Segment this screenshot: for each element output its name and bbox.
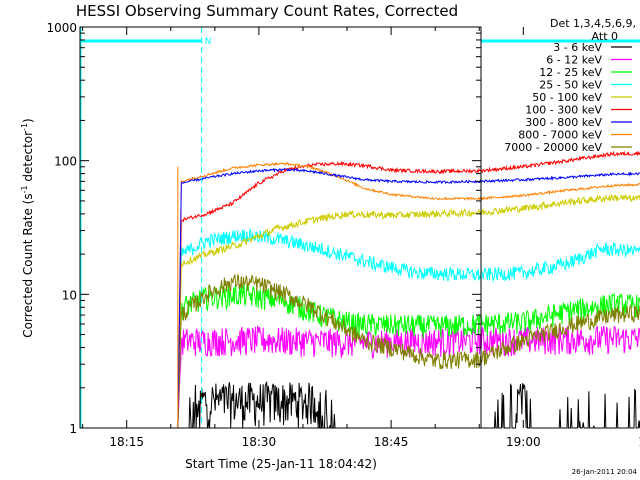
x-tick-label: 19:15 bbox=[638, 435, 640, 449]
legend-label-8: 800 - 7000 keV bbox=[518, 129, 602, 142]
plot-frame bbox=[79, 26, 482, 429]
series-line-8 bbox=[177, 161, 640, 429]
y-axis-label-mid: detector bbox=[21, 131, 35, 186]
generated-timestamp: 26-Jan-2011 20:04 bbox=[572, 468, 638, 476]
chart-title: HESSI Observing Summary Count Rates, Cor… bbox=[76, 2, 458, 20]
legend-label-7: 300 - 800 keV bbox=[525, 116, 602, 129]
x-tick-label: 18:15 bbox=[109, 435, 144, 449]
legend-label-5: 50 - 100 keV bbox=[532, 91, 602, 104]
series-layer bbox=[177, 150, 640, 430]
x-axis-label: Start Time (25-Jan-11 18:04:42) bbox=[185, 457, 377, 471]
series-line-4 bbox=[177, 228, 640, 429]
y-axis-label-main: Corrected Count Rate (s bbox=[21, 193, 35, 337]
series-line-6 bbox=[177, 150, 640, 429]
legend-header-line1: Det 1,3,4,5,6,9, bbox=[550, 17, 636, 30]
x-tick-label: 18:30 bbox=[242, 435, 277, 449]
series-line-1 bbox=[177, 380, 640, 430]
legend-label-4: 25 - 50 keV bbox=[539, 79, 602, 92]
y-tick-label: 1 bbox=[69, 422, 77, 436]
y-axis-label: Corrected Count Rate (s-1 detector-1) bbox=[20, 118, 35, 337]
y-axis-label-end: ) bbox=[21, 118, 35, 123]
legend-label-1: 3 - 6 keV bbox=[553, 41, 602, 54]
legend-label-9: 7000 - 20000 keV bbox=[504, 141, 602, 154]
legend-label-2: 6 - 12 keV bbox=[546, 54, 602, 67]
y-tick-label: 100 bbox=[54, 155, 77, 169]
legend-label-6: 100 - 300 keV bbox=[525, 104, 602, 117]
y-axis-label-sup2: -1 bbox=[20, 123, 29, 131]
annotations-layer: N bbox=[80, 27, 640, 428]
night-marker-label: N bbox=[205, 37, 212, 47]
series-line-7 bbox=[177, 167, 640, 429]
x-tick-label: 19:00 bbox=[506, 435, 541, 449]
y-axis-label-sup1: -1 bbox=[20, 185, 29, 193]
series-line-9 bbox=[177, 274, 640, 429]
legend-header-line2: Att 0 bbox=[592, 30, 618, 43]
x-tick-label: 18:45 bbox=[374, 435, 409, 449]
y-tick-label: 10 bbox=[62, 288, 77, 302]
series-line-5 bbox=[177, 193, 640, 429]
y-tick-label: 1000 bbox=[46, 21, 77, 35]
legend-label-3: 12 - 25 keV bbox=[539, 66, 602, 79]
